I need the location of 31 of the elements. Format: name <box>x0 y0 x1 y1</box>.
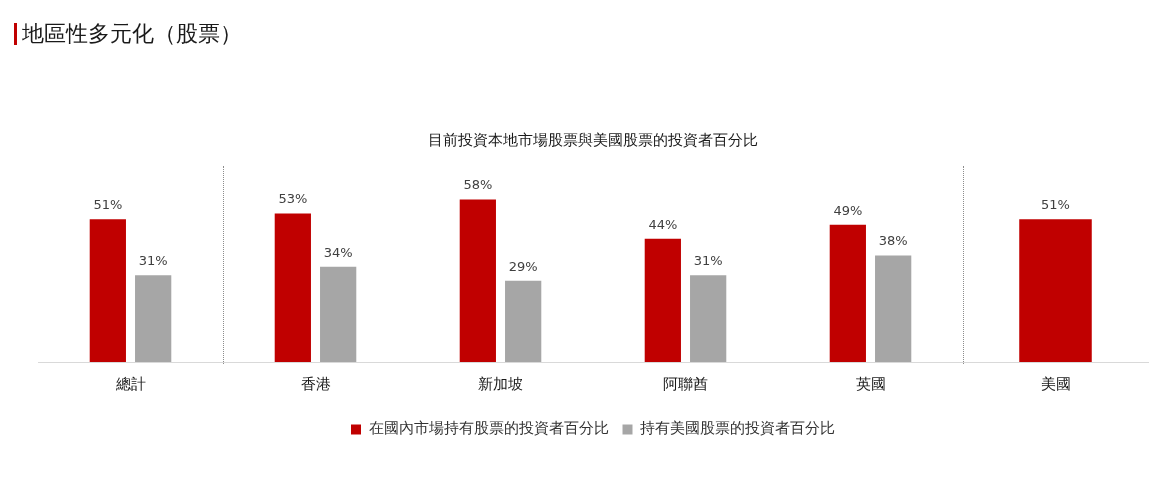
chart-subtitle: 目前投資本地市場股票與美國股票的投資者百分比 <box>428 130 758 149</box>
data-label: 38% <box>878 233 908 249</box>
bar <box>135 275 172 362</box>
data-label: 44% <box>648 216 678 232</box>
legend-label: 在國內市場持有股票的投資者百分比 <box>368 419 609 438</box>
bar <box>320 266 357 362</box>
bar <box>829 224 866 362</box>
data-label: 51% <box>93 197 123 213</box>
data-label: 34% <box>323 244 353 260</box>
x-tick-label: 阿聯酋 <box>663 374 708 393</box>
bar <box>644 238 681 362</box>
bar <box>89 219 126 362</box>
data-label: 51% <box>1041 197 1070 213</box>
x-tick-label: 美國 <box>1040 374 1071 393</box>
data-label: 58% <box>463 177 493 193</box>
bar <box>505 280 542 362</box>
x-tick-label: 香港 <box>300 374 331 393</box>
data-label: 53% <box>278 191 308 207</box>
data-label: 31% <box>138 253 168 269</box>
bar <box>875 255 912 362</box>
chart-title: 地區性多元化（股票） <box>22 20 242 48</box>
legend-label: 持有美國股票的投資者百分比 <box>640 419 835 438</box>
data-label: 31% <box>693 253 723 269</box>
bar <box>274 213 311 362</box>
x-tick-label: 英國 <box>855 374 886 393</box>
data-label: 49% <box>833 202 863 218</box>
x-tick-label: 總計 <box>114 374 146 393</box>
x-tick-label: 新加坡 <box>478 374 523 393</box>
bar <box>459 199 496 362</box>
data-label: 29% <box>508 258 538 274</box>
bar <box>690 275 727 362</box>
